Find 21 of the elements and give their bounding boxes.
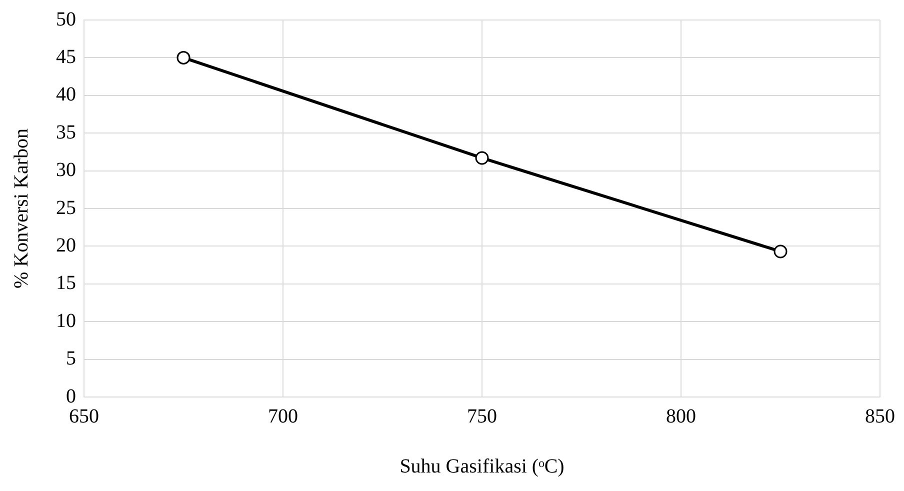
y-tick-label: 30	[56, 159, 76, 182]
y-tick-label: 20	[56, 234, 76, 256]
x-tick-label: 650	[69, 405, 99, 428]
y-axis-title: % Konversi Karbon	[10, 128, 32, 288]
x-axis-title: Suhu Gasifikasi (ᵒC)	[400, 455, 564, 478]
y-tick-label: 0	[66, 385, 76, 408]
point	[475, 151, 489, 165]
y-tick-label: 10	[56, 310, 76, 332]
y-tick-label: 25	[56, 196, 76, 219]
y-tick-label: 5	[66, 348, 76, 370]
y-tick-label: 35	[56, 121, 76, 144]
x-tick-label: 700	[268, 405, 298, 428]
y-tick-label: 50	[56, 8, 76, 30]
point	[774, 244, 788, 258]
y-tick-label: 40	[56, 84, 76, 106]
x-tick-label: 750	[467, 405, 497, 428]
point	[176, 50, 190, 64]
y-tick-label: 45	[56, 46, 76, 68]
x-tick-label: 850	[865, 405, 895, 428]
y-tick-label: 15	[56, 272, 76, 294]
x-tick-label: 800	[666, 405, 696, 428]
